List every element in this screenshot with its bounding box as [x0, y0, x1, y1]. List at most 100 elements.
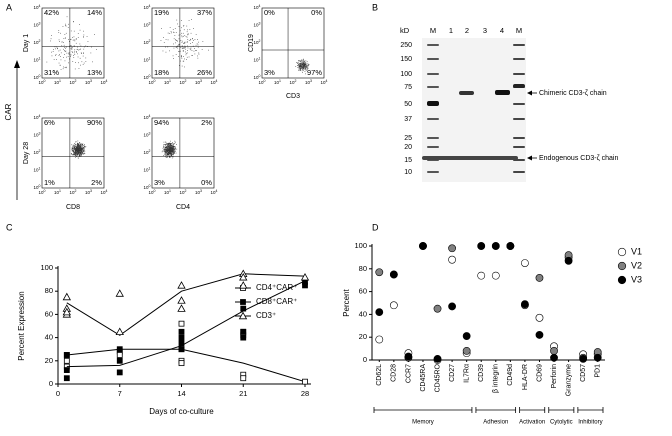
- marker: [177, 304, 186, 312]
- event-dot: [173, 147, 175, 148]
- marker: [115, 289, 124, 297]
- y-tick-label: 102: [144, 39, 151, 45]
- event-dot: [168, 152, 170, 154]
- tick-base: 10: [211, 190, 217, 195]
- event-dot: [301, 65, 302, 67]
- event-dot: [174, 142, 176, 144]
- y-tick-label: 100: [40, 263, 53, 272]
- event-dot: [171, 151, 172, 153]
- event-dot: [81, 146, 83, 147]
- event-dot: [302, 64, 303, 65]
- event-dot: [162, 50, 164, 52]
- event-dot: [168, 143, 170, 144]
- event-dot: [173, 43, 174, 45]
- quadrant-percent: 94%: [154, 118, 169, 127]
- event-dot: [174, 146, 176, 147]
- event-dot: [73, 150, 75, 152]
- event-dot: [301, 67, 303, 69]
- event-dot: [74, 147, 75, 149]
- x-tick-label: CD39: [478, 364, 485, 382]
- y-tick-label: 103: [144, 131, 151, 137]
- event-dot: [190, 38, 192, 40]
- event-dot: [164, 144, 166, 146]
- event-dot: [304, 68, 306, 70]
- event-dot: [192, 38, 193, 39]
- tick-exponent: 2: [75, 189, 77, 193]
- event-dot: [163, 145, 164, 147]
- event-dot: [72, 148, 73, 150]
- event-dot: [185, 36, 187, 37]
- event-dot: [77, 147, 78, 148]
- tick-base: 10: [305, 80, 311, 85]
- axis-arrowhead: [14, 60, 20, 68]
- marker: [116, 357, 123, 364]
- event-dot: [82, 152, 83, 154]
- event-dot: [183, 47, 184, 49]
- x-tick-label: CD28: [391, 364, 398, 382]
- event-dot: [169, 153, 170, 154]
- event-dot: [59, 64, 61, 66]
- event-dot: [71, 148, 73, 150]
- y-tick-label: 101: [34, 56, 41, 62]
- legend-marker: [617, 261, 627, 271]
- event-dot: [83, 147, 85, 149]
- event-dot: [166, 148, 167, 150]
- event-dot: [299, 63, 301, 64]
- event-dot: [69, 39, 71, 40]
- event-dot: [74, 143, 75, 144]
- event-dot: [75, 150, 77, 151]
- event-dot: [301, 67, 302, 68]
- event-dot: [73, 153, 75, 154]
- event-dot: [183, 25, 184, 27]
- event-dot: [74, 68, 76, 70]
- tick-base: 10: [254, 58, 260, 63]
- legend-label: V3: [631, 274, 642, 284]
- dot: [477, 242, 486, 250]
- event-dot: [302, 72, 303, 73]
- dot: [579, 354, 588, 363]
- dot: [462, 346, 471, 355]
- x-tick-label: 101: [54, 189, 61, 195]
- event-dot: [80, 152, 81, 154]
- event-dot: [165, 46, 166, 48]
- event-dot: [77, 46, 78, 48]
- event-dot: [165, 157, 167, 158]
- x-tick-label: 0: [56, 389, 60, 398]
- event-dot: [185, 48, 186, 50]
- event-dot: [81, 155, 82, 157]
- tick-base: 10: [34, 168, 40, 173]
- event-dot: [75, 152, 77, 154]
- y-tick-label: 104: [144, 4, 151, 10]
- dot: [521, 300, 529, 309]
- tick-base: 10: [144, 23, 150, 28]
- event-dot: [76, 151, 78, 153]
- event-dot: [79, 148, 81, 149]
- western-blot: kD M 1 2 3 4 M 250 150 100 75 50 37 25 20 15 10 Chimeric …: [400, 26, 618, 182]
- event-dot: [79, 148, 80, 150]
- event-dot: [303, 65, 305, 67]
- event-dot: [75, 154, 76, 156]
- x-tick-label: 101: [54, 79, 61, 85]
- event-dot: [190, 32, 192, 34]
- event-dot: [169, 157, 170, 158]
- ladder-band: [513, 84, 525, 88]
- event-dot: [75, 153, 77, 154]
- group-label: Inhibitory: [578, 420, 602, 426]
- x-tick-label: CD57: [580, 364, 587, 382]
- event-dot: [175, 141, 176, 143]
- event-dot: [175, 54, 177, 55]
- event-dot: [53, 49, 54, 50]
- event-dot: [74, 143, 76, 145]
- event-dot: [175, 147, 176, 149]
- dot: [375, 335, 384, 344]
- event-dot: [298, 64, 300, 65]
- event-dot: [190, 47, 192, 49]
- event-dot: [183, 43, 184, 44]
- event-dot: [167, 150, 169, 152]
- event-dot: [77, 33, 79, 34]
- event-dot: [85, 57, 87, 59]
- event-dot: [76, 153, 77, 154]
- event-dot: [171, 152, 173, 154]
- event-dot: [186, 56, 188, 58]
